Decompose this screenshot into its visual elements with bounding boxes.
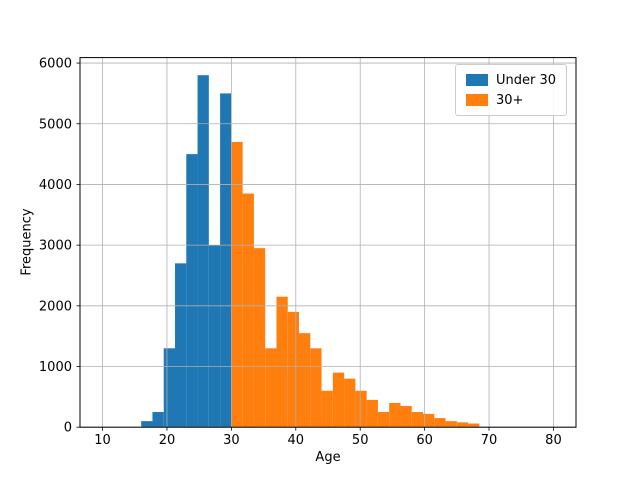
y-tick-label: 2000 (39, 299, 72, 314)
x-tick-label: 70 (481, 433, 498, 448)
histogram-bar (208, 245, 221, 428)
x-tick-label: 80 (545, 433, 562, 448)
histogram-bar (434, 418, 446, 428)
histogram-bar (299, 333, 311, 428)
legend-swatch-30plus (465, 94, 488, 106)
histogram-bar (310, 348, 322, 428)
legend-label-under-30: Under 30 (495, 72, 556, 88)
x-axis-title: Age (315, 450, 341, 465)
x-tick-label: 10 (94, 433, 111, 448)
y-tick-label: 4000 (39, 178, 72, 193)
legend-swatch-under-30 (465, 74, 488, 86)
histogram-bar (231, 141, 243, 428)
legend-label-30plus: 30+ (495, 92, 524, 108)
histogram-bar (242, 193, 254, 428)
x-tick-label: 20 (159, 433, 176, 448)
y-tick-label: 0 (64, 421, 72, 436)
plot-frame (79, 57, 577, 428)
histogram-bar (377, 412, 390, 428)
histogram-bar (152, 412, 164, 428)
histogram-bar (366, 399, 378, 428)
histogram-bar (276, 296, 288, 428)
histogram-bar (287, 311, 300, 428)
histogram-bar (445, 421, 457, 428)
histogram-bar (163, 348, 176, 428)
histogram-bar (141, 421, 153, 428)
x-tick-label: 40 (288, 433, 305, 448)
histogram-bar (197, 75, 209, 428)
histogram-bar (265, 348, 277, 428)
histogram-bar (389, 402, 401, 428)
x-tick-label: 30 (223, 433, 240, 448)
x-tick-label: 60 (416, 433, 433, 448)
y-tick-label: 1000 (39, 360, 72, 375)
histogram-bar (175, 263, 187, 428)
y-axis-title: Frequency (19, 208, 35, 276)
histogram-bar (355, 390, 367, 428)
histogram-bar (468, 423, 480, 428)
histogram-bar (344, 378, 356, 428)
legend-item-30plus: 30+ (465, 90, 556, 110)
x-tick-label: 50 (352, 433, 369, 448)
histogram-bar (411, 412, 424, 428)
y-tick-label: 3000 (39, 239, 72, 254)
histogram-bar (186, 154, 198, 428)
histogram-bar (423, 413, 435, 428)
histogram-bar (456, 422, 469, 428)
histogram-bar (321, 390, 333, 428)
histogram-bar (220, 93, 232, 428)
histogram-bar (400, 405, 412, 428)
histogram-bar (253, 248, 266, 428)
y-tick-label: 5000 (39, 117, 72, 132)
legend-item-under-30: Under 30 (465, 70, 556, 90)
legend: Under 30 30+ (454, 64, 567, 116)
y-tick-label: 6000 (39, 57, 72, 72)
histogram-bar (332, 372, 345, 428)
